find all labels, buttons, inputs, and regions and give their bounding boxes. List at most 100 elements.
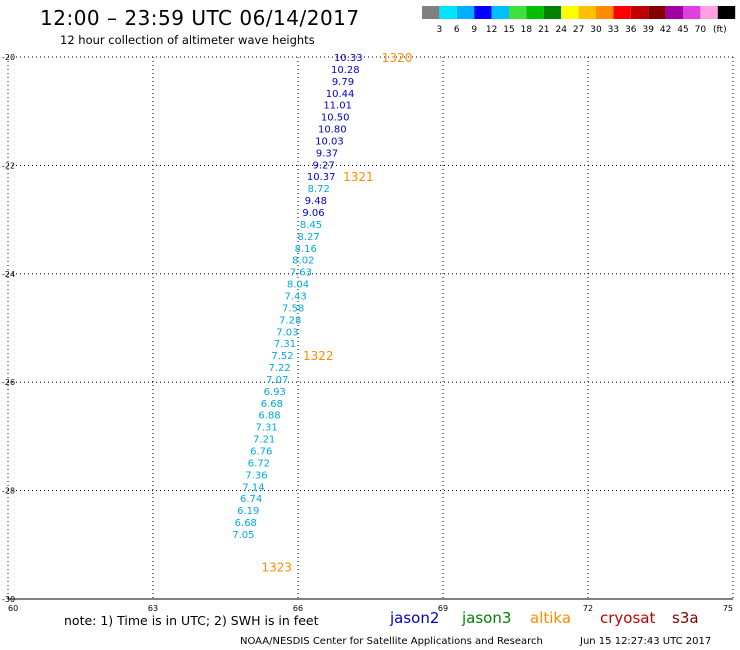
swh-label: 6.74: [240, 494, 262, 505]
y-tick-label: -26: [2, 378, 15, 387]
swh-label: 10.03: [315, 136, 344, 147]
swh-label: 9.27: [312, 160, 334, 171]
scale-label: 24: [555, 25, 567, 35]
time-labels: 1320 1321 1322 1323: [261, 51, 412, 574]
time-label: 1320: [382, 51, 413, 65]
swh-label: 10.33: [334, 53, 363, 64]
scale-label: (ft): [713, 25, 727, 35]
swh-label: 7.52: [271, 351, 293, 362]
time-label: 1321: [343, 170, 374, 184]
x-tick-label: 60: [8, 604, 18, 613]
swh-label: 7.07: [266, 375, 288, 386]
swh-label: 10.50: [321, 113, 350, 124]
scale-swatch-8: [561, 6, 579, 19]
legend-s3a: s3a: [672, 609, 699, 627]
swh-label: 7.31: [255, 423, 277, 434]
legend-cryosat: cryosat: [600, 609, 656, 627]
swh-label: 10.37: [307, 172, 336, 183]
time-label: 1322: [303, 349, 334, 363]
scale-label: 70: [695, 25, 707, 35]
scale-swatch-12: [630, 6, 649, 19]
swh-label: 10.44: [326, 89, 355, 100]
x-tick-label: 63: [148, 604, 158, 613]
color-scale-legend: 3 6 9 12 15 18 21 24 27 30 33 36 39 42 45 70 (ft): [422, 6, 736, 35]
swh-label: 8.02: [292, 256, 314, 267]
scale-swatch-2: [456, 6, 475, 19]
legend-jason2: jason2: [390, 609, 440, 627]
scale-label: 33: [608, 25, 619, 35]
swh-label: 7.14: [242, 482, 264, 493]
swh-label: 6.68: [235, 518, 257, 529]
scale-swatch-17: [717, 6, 736, 19]
footer-timestamp: Jun 15 12:27:43 UTC 2017: [580, 636, 712, 647]
scale-label: 6: [454, 25, 460, 35]
swh-label: 7.21: [253, 435, 275, 446]
swh-label: 7.36: [245, 470, 267, 481]
swh-label: 9.37: [316, 148, 338, 159]
swh-label: 10.28: [331, 65, 360, 76]
legend-altika: altika: [530, 609, 572, 627]
swh-label: 7.03: [276, 327, 298, 338]
scale-label: 36: [625, 25, 637, 35]
scale-label: 12: [486, 25, 497, 35]
scale-swatch-7: [543, 6, 562, 19]
swh-label: 8.16: [295, 244, 317, 255]
scale-label: 21: [538, 25, 549, 35]
scale-swatch-5: [509, 6, 527, 19]
swh-label: 8.04: [287, 280, 309, 291]
data-points: 10.3310.289.7910.4411.0110.5010.8010.039…: [232, 53, 362, 541]
y-tick-label: -22: [2, 161, 15, 170]
grid: [7, 56, 734, 600]
swh-label: 9.06: [302, 208, 324, 219]
scale-swatch-13: [648, 6, 666, 19]
scale-label: 45: [677, 25, 688, 35]
swh-label: 8.72: [308, 184, 330, 195]
scale-swatch-11: [613, 6, 631, 19]
swh-label: 6.19: [237, 506, 259, 517]
scale-swatch-10: [596, 6, 614, 19]
scale-swatch-4: [491, 6, 509, 19]
swh-label: 7.05: [232, 530, 254, 541]
footer-agency: NOAA/NESDIS Center for Satellite Applica…: [240, 636, 543, 647]
chart-subtitle: 12 hour collection of altimeter wave hei…: [60, 33, 315, 47]
swh-label: 7.31: [274, 339, 296, 350]
swh-label: 10.80: [318, 125, 347, 136]
swh-label: 6.88: [258, 411, 280, 422]
axes: 60 63 66 69 72 75-20-22-24-26-28-30: [2, 53, 733, 613]
scale-label: 9: [471, 25, 477, 35]
legend-jason3: jason3: [462, 609, 512, 627]
y-tick-label: -20: [2, 53, 15, 62]
swh-label: 6.76: [250, 446, 272, 457]
scale-swatch-6: [526, 6, 544, 19]
scale-label: 27: [573, 25, 584, 35]
swh-label: 8.45: [300, 220, 322, 231]
x-tick-label: 66: [293, 604, 303, 613]
scale-label: 3: [437, 25, 443, 35]
scale-label: 39: [642, 25, 654, 35]
time-label: 1323: [261, 560, 292, 574]
swh-label: 7.63: [290, 268, 312, 279]
swh-label: 11.01: [323, 101, 352, 112]
x-tick-label: 72: [583, 604, 593, 613]
footer-note: note: 1) Time is in UTC; 2) SWH is in fe…: [64, 613, 319, 628]
chart-title: 12:00 – 23:59 UTC 06/14/2017: [40, 6, 360, 30]
swh-label: 8.27: [298, 232, 320, 243]
swh-label: 7.22: [269, 363, 291, 374]
swh-label: 9.79: [332, 77, 354, 88]
swh-label: 6.68: [261, 399, 283, 410]
swh-label: 6.93: [264, 387, 286, 398]
scale-swatch-9: [578, 6, 596, 19]
swh-label: 6.72: [248, 458, 270, 469]
scale-swatch-14: [665, 6, 683, 19]
scale-swatch-0: [422, 6, 440, 19]
scale-label: 15: [503, 25, 514, 35]
swh-label: 9.48: [305, 196, 327, 207]
scale-label: 42: [660, 25, 671, 35]
y-tick-label: -24: [2, 270, 15, 279]
x-tick-label: 69: [438, 604, 448, 613]
scale-swatch-16: [700, 6, 718, 19]
swh-label: 7.43: [284, 291, 306, 302]
scale-label: 30: [590, 25, 602, 35]
x-tick-label: 75: [723, 604, 733, 613]
